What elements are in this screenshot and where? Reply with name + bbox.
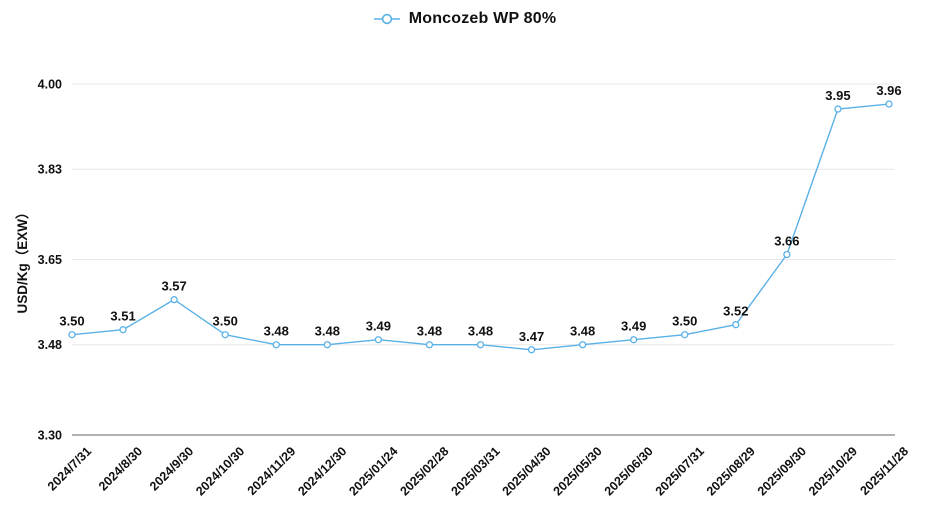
legend-label: Moncozeb WP 80%	[408, 10, 557, 27]
data-point-marker[interactable]	[681, 331, 689, 339]
x-axis-tick-label: 2025/04/30	[500, 444, 554, 498]
y-axis-tick-label: 3.65	[38, 253, 62, 267]
data-point-value-label: 3.49	[621, 319, 646, 334]
data-point-marker[interactable]	[834, 105, 842, 113]
x-axis-tick-label: 2024/12/30	[295, 444, 349, 498]
data-point-marker[interactable]	[630, 336, 638, 344]
data-point-marker[interactable]	[527, 346, 536, 354]
x-axis-tick-label: 2025/03/31	[448, 444, 502, 498]
x-axis-tick-label: 2025/08/29	[704, 444, 758, 498]
x-axis-tick-label: 2025/07/31	[653, 444, 707, 498]
data-point-value-label: 3.50	[213, 314, 238, 329]
x-axis-tick-label: 2025/10/29	[806, 444, 860, 498]
x-axis-tick-label: 2025/11/28	[857, 444, 911, 498]
x-axis-tick-label: 2024/8/30	[96, 444, 145, 493]
y-axis-tick-label: 4.00	[38, 78, 62, 92]
line-series-legend-icon	[373, 12, 401, 26]
data-point-value-label: 3.50	[59, 314, 84, 329]
x-axis-tick-label: 2024/7/31	[45, 444, 94, 493]
legend-item[interactable]: Moncozeb WP 80%	[0, 10, 929, 28]
data-point-marker[interactable]	[425, 341, 434, 349]
data-point-value-label: 3.51	[110, 309, 135, 324]
data-point-value-label: 3.52	[723, 304, 748, 319]
x-axis-tick-label: 2025/09/30	[755, 444, 809, 498]
x-axis-tick-label: 2025/05/30	[551, 444, 605, 498]
data-point-value-label: 3.49	[366, 319, 391, 334]
data-point-marker[interactable]	[374, 336, 383, 344]
data-point-marker[interactable]	[476, 341, 485, 349]
data-point-marker[interactable]	[68, 331, 76, 339]
x-axis-tick-label: 2024/11/29	[245, 444, 299, 498]
x-axis-tick-label: 2025/01/24	[346, 444, 400, 498]
data-point-marker[interactable]	[885, 100, 893, 108]
data-point-marker[interactable]	[221, 331, 229, 339]
y-axis-tick-label: 3.83	[38, 163, 62, 177]
data-point-value-label: 3.57	[161, 279, 186, 294]
y-axis-tick-label: 3.30	[38, 429, 62, 443]
series-line	[71, 103, 890, 351]
y-axis-title: USD/Kg（EXW）	[15, 206, 30, 314]
data-point-marker[interactable]	[119, 326, 127, 334]
x-axis-tick-label: 2025/02/28	[397, 444, 451, 498]
data-point-value-label: 3.48	[315, 324, 340, 339]
data-point-value-label: 3.66	[774, 233, 799, 248]
x-axis-tick-label: 2024/9/30	[147, 444, 196, 493]
data-point-value-label: 3.47	[519, 329, 544, 344]
data-point-value-label: 3.50	[672, 314, 697, 329]
data-point-value-label: 3.95	[825, 88, 850, 103]
data-point-marker[interactable]	[272, 341, 280, 349]
data-point-marker[interactable]	[783, 250, 791, 259]
data-point-value-label: 3.96	[876, 83, 901, 98]
data-point-marker[interactable]	[578, 341, 587, 349]
data-point-value-label: 3.48	[417, 324, 442, 339]
data-point-marker[interactable]	[732, 321, 740, 329]
x-axis-tick-label: 2025/06/30	[602, 444, 656, 498]
y-axis-tick-label: 3.48	[38, 338, 62, 352]
data-point-value-label: 3.48	[468, 324, 493, 339]
data-point-marker[interactable]	[323, 341, 331, 349]
data-point-marker[interactable]	[170, 295, 178, 304]
data-point-value-label: 3.48	[264, 324, 289, 339]
data-point-value-label: 3.48	[570, 324, 595, 339]
x-axis-tick-label: 2024/10/30	[193, 444, 247, 498]
